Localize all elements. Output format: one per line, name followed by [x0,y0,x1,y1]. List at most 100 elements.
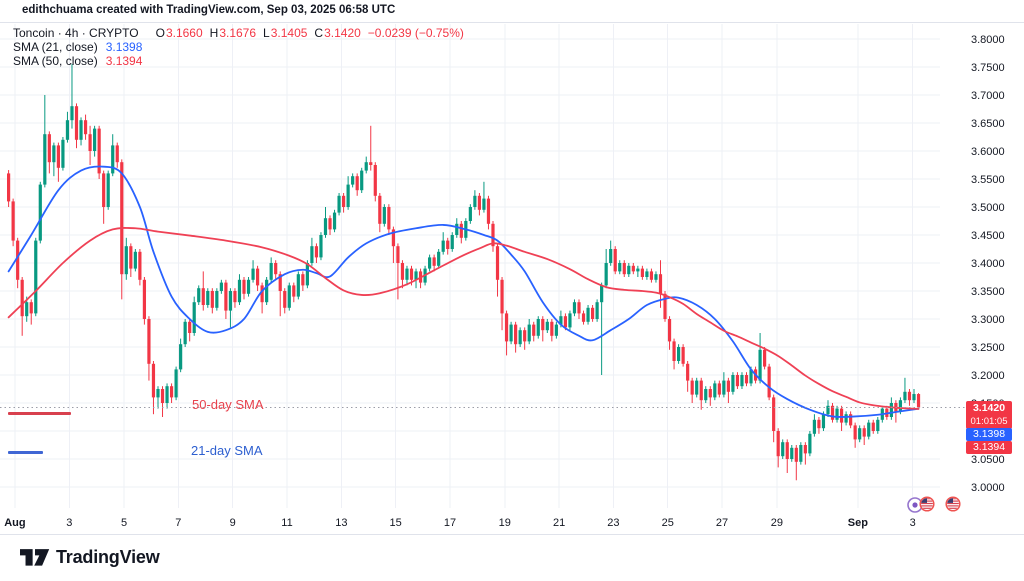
time-axis-label: 5 [121,517,127,529]
candle-body [255,268,260,286]
candle-body [332,212,337,230]
candle-body [568,313,572,328]
candle-body [690,380,694,395]
sma21-value: 3.1398 [105,40,143,54]
candle-body [772,397,776,431]
sma50-value: 3.1394 [105,54,143,68]
candle-body [192,302,196,333]
time-axis-label: 17 [444,517,456,529]
candle-body [708,389,712,398]
us-flag-event-icon[interactable] [945,496,961,512]
candle-body [735,375,740,387]
annotation-21day-sma-text[interactable]: 21-day SMA [191,443,263,458]
candle-body [165,386,169,403]
candle-body [296,274,300,297]
candle-body [482,198,486,210]
candle-body [432,257,436,266]
low-value: 3.1405 [270,26,308,40]
candle-body [97,128,101,174]
time-axis-label: 13 [335,517,347,529]
candle-body [600,285,604,303]
tradingview-brand-text[interactable]: TradingView [56,546,160,567]
candle-body [658,274,663,294]
candle-body [744,375,749,384]
candle-body [559,316,563,325]
candle-body [382,207,386,224]
time-axis-label: 27 [716,517,728,529]
time-axis-label: 19 [499,517,511,529]
candle-body [414,271,418,280]
event-purple-glyph [912,502,918,508]
close-value: 3.1420 [324,26,361,40]
candle-body [391,229,395,247]
time-axis-label: 21 [553,517,565,529]
candle-body [111,145,115,174]
candle-body [554,324,558,336]
legend-symbol-row[interactable]: Toncoin · 4h · CRYPTO O3.1660 H3.1676 L3.14… [13,26,464,40]
candle-body [65,120,70,140]
candle-body [346,184,350,207]
sma21-label: SMA (21, close) [13,40,98,54]
candle-body [373,165,377,196]
time-axis[interactable]: Aug 3 5 7 9 11 13 15 17 19 21 23 25 27 29 Sep 3 [4,517,915,529]
time-axis-label: 7 [175,517,181,529]
candle-body [609,249,613,263]
annotation-50day-sma-text[interactable]: 50-day SMA [192,397,264,412]
candle-body [360,170,364,191]
candle-body [34,240,38,314]
candle-body [541,319,545,331]
price-axis-label: 3.8000 [971,34,1005,46]
candle-body [491,223,495,247]
annotation-21day-line[interactable] [8,451,43,454]
candle-body [504,313,509,342]
candlestick-series[interactable] [7,64,921,481]
annotation-50day-line[interactable] [8,412,71,415]
tradingview-logo-icon[interactable] [20,545,50,569]
flag-stripes [947,498,959,509]
candle-body [301,274,305,286]
candle-body [667,319,672,342]
candle-body [305,263,309,286]
candle-body [16,240,20,280]
candle-body [812,419,817,434]
candle-body [550,321,554,336]
candle-body [830,405,835,420]
candle-body [246,279,251,294]
candle-body [446,240,450,249]
flag-ring [945,496,961,512]
candle-body [532,324,536,336]
candle-body [604,263,608,286]
candle-body [577,302,581,314]
candle-body [695,380,699,395]
candle-body [455,223,459,235]
candle-body [47,134,51,163]
candle-body [785,442,789,459]
last-price-value: 3.1420 [972,402,1006,414]
candle-body [912,394,916,401]
candle-body [627,265,631,275]
candle-body [903,391,907,401]
price-axis-label: 3.0000 [971,482,1005,494]
legend-sma21-row[interactable]: SMA (21, close) 3.1398 [13,40,464,54]
candle-body [233,291,237,303]
candle-body [147,319,151,364]
candle-body [767,366,771,398]
candle-body [341,195,346,207]
candle-body [7,173,11,202]
candle-body [726,380,730,392]
candle-body [102,173,106,207]
candle-body [849,414,853,426]
candle-body [640,268,644,277]
candle-body [523,330,527,342]
candle-body [858,428,862,440]
candle-body [129,246,133,269]
candle-body [536,319,540,336]
candle-body [43,134,47,185]
symbol-title: Toncoin · 4h · CRYPTO [13,26,139,40]
legend-sma50-row[interactable]: SMA (50, close) 3.1394 [13,54,464,68]
flag-stripe [947,505,959,507]
event-markers [907,496,961,513]
price-axis-label: 3.6000 [971,146,1005,158]
us-flag-event-icon[interactable] [919,496,935,512]
